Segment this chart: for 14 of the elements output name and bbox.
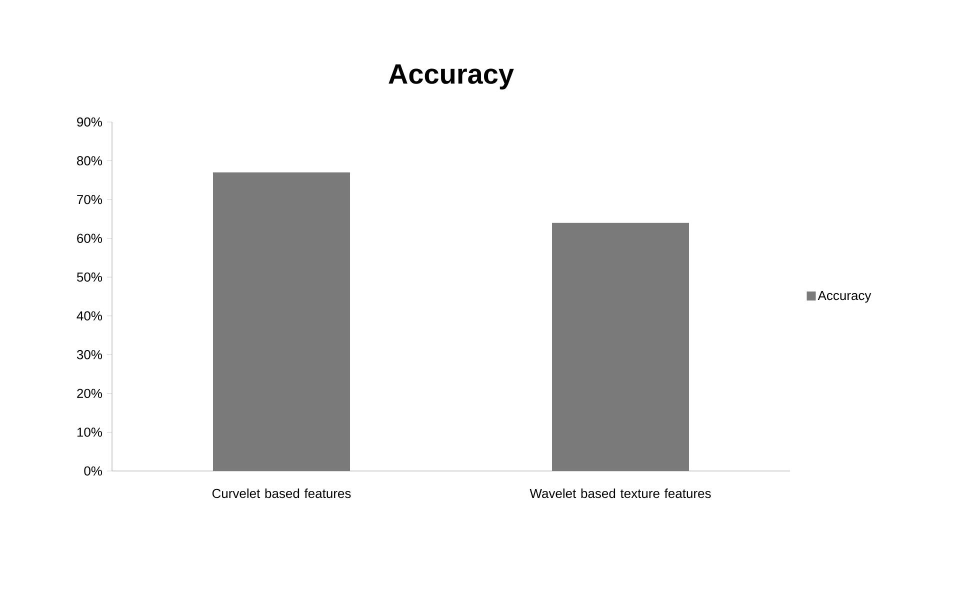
y-tick-label: 30% [76,350,102,360]
y-tick-label: 70% [77,194,102,204]
legend-label: Accuracy [818,291,872,303]
x-tick-label: Wavelet based texture features [530,488,711,498]
y-tick-label: 80% [77,156,102,166]
y-tick-label: 10% [77,428,102,437]
y-tick-label: 40% [76,311,102,320]
y-tick-label: 20% [77,388,102,398]
x-tick-label: Curvelet based features [212,488,351,498]
chart-title: Accuracy [388,64,514,90]
y-tick-label: 0% [84,466,102,476]
y-tick-label: 50% [76,272,102,282]
y-tick-label: 60% [77,234,102,243]
y-tick-label: 90% [77,117,102,127]
